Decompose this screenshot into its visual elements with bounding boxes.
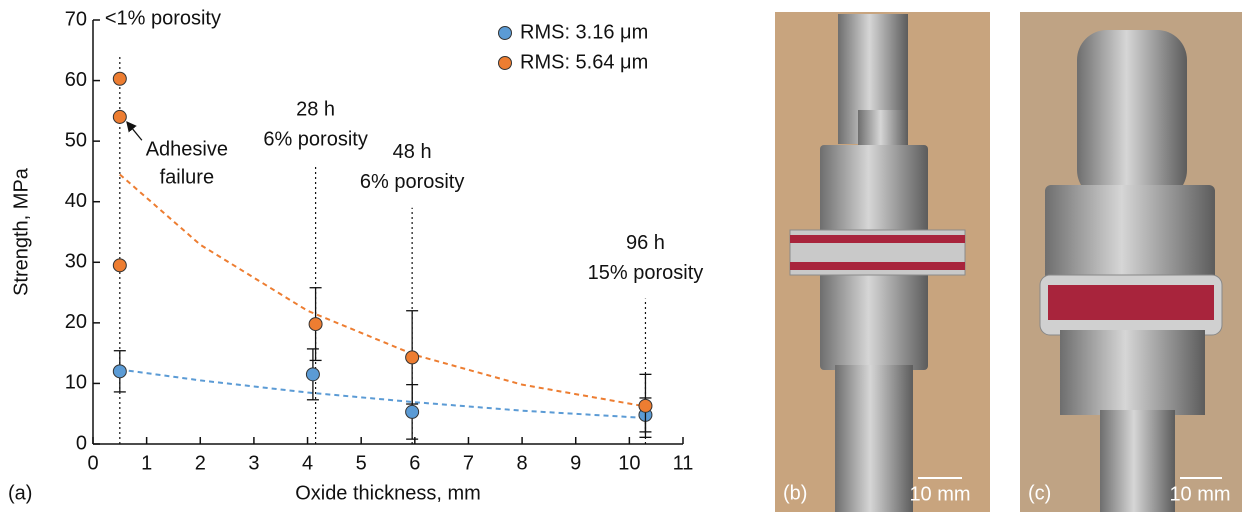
x-tick-label: 4 (302, 452, 313, 474)
x-tick-label: 7 (463, 452, 474, 474)
fit-curve (119, 173, 646, 408)
x-tick-label: 0 (87, 452, 98, 474)
data-point (405, 350, 420, 365)
callout: Adhesive (146, 139, 228, 161)
x-tick-label: 8 (517, 452, 528, 474)
fit-curve (119, 368, 646, 419)
annotation: 15% porosity (588, 262, 704, 284)
legend-marker (498, 56, 512, 70)
scale-bar-label: 10 mm (1169, 483, 1230, 505)
y-axis-label: Strength, MPa (10, 167, 32, 296)
y-tick-label: 60 (65, 69, 87, 91)
x-tick-label: 9 (570, 452, 581, 474)
panel-label: (b) (783, 482, 807, 504)
x-tick-label: 5 (356, 452, 367, 474)
annotation: 6% porosity (263, 129, 368, 151)
legend-marker (498, 26, 512, 40)
y-tick-label: 20 (65, 311, 87, 333)
data-point (112, 364, 127, 379)
x-tick-label: 11 (673, 452, 694, 474)
x-tick-label: 1 (141, 452, 152, 474)
annotation: 96 h (626, 232, 665, 254)
callout: failure (160, 167, 214, 189)
panel-label: (a) (8, 482, 32, 504)
annotation: 6% porosity (360, 171, 465, 193)
data-point (112, 71, 127, 86)
callout-arrow (126, 121, 143, 141)
annotation: 28 h (296, 99, 335, 121)
data-point (308, 317, 323, 332)
data-point (112, 258, 127, 273)
data-point (305, 367, 320, 382)
y-tick-label: 70 (65, 8, 87, 30)
annotation: <1% porosity (105, 8, 221, 30)
data-point (405, 404, 420, 419)
scale-bar-label: 10 mm (909, 483, 970, 505)
y-tick-label: 40 (65, 190, 87, 212)
photo-b (775, 12, 990, 512)
y-tick-label: 30 (65, 251, 87, 273)
y-tick-label: 0 (76, 432, 87, 454)
panel-label: (c) (1028, 482, 1051, 504)
legend-label: RMS: 3.16 μm (520, 21, 648, 43)
annotation: 48 h (393, 141, 432, 163)
data-point (112, 109, 127, 124)
photo-c (1020, 12, 1242, 512)
data-point (638, 398, 653, 413)
x-tick-label: 2 (195, 452, 206, 474)
x-tick-label: 10 (618, 452, 640, 474)
x-tick-label: 6 (409, 452, 420, 474)
y-tick-label: 10 (65, 372, 87, 394)
x-axis-label: Oxide thickness, mm (295, 482, 481, 504)
x-tick-label: 3 (248, 452, 259, 474)
y-tick-label: 50 (65, 129, 87, 151)
legend-label: RMS: 5.64 μm (520, 51, 648, 73)
